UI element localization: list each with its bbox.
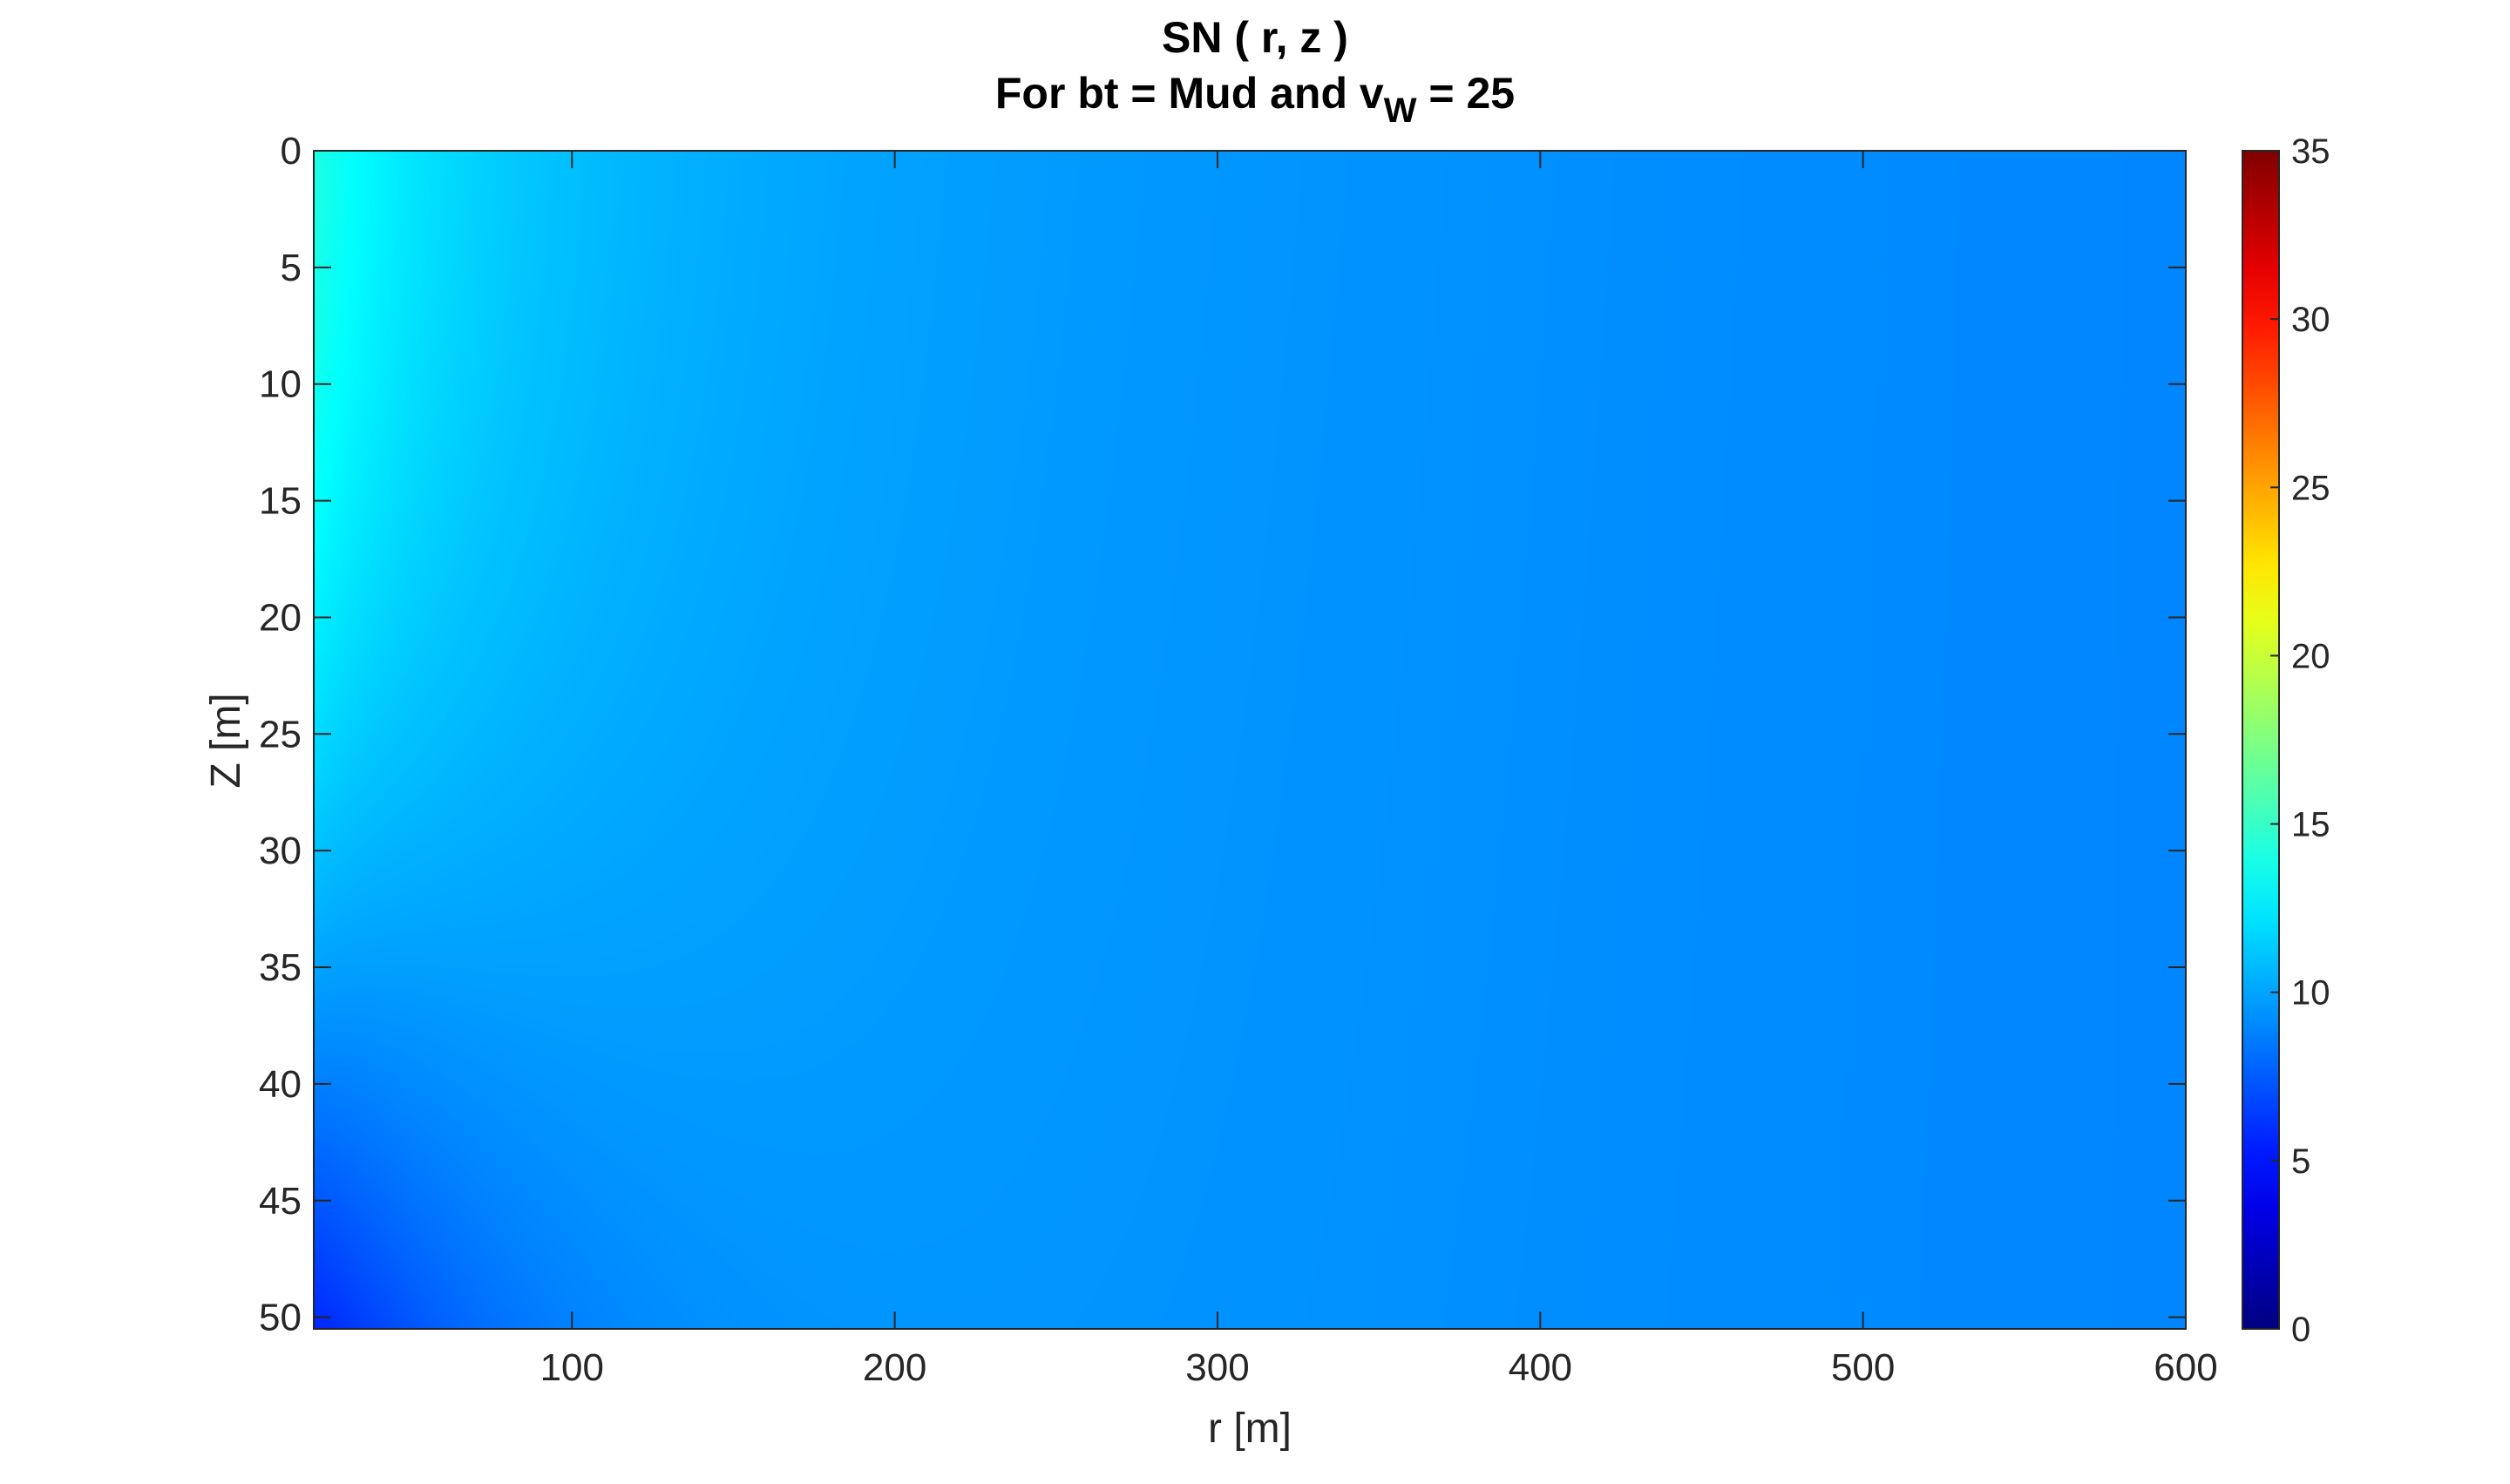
y-tick-label: 15 (259, 480, 302, 523)
heatmap-field (314, 151, 2186, 1329)
colorbar-tick-label: 35 (2291, 132, 2330, 171)
plot-frame (313, 150, 2187, 1330)
y-axis-label: Z [m] (203, 693, 249, 788)
y-tick-label: 30 (259, 830, 302, 872)
x-tick-label: 200 (863, 1346, 926, 1389)
x-tick-label: 100 (540, 1346, 604, 1389)
x-tick-label: 500 (1831, 1346, 1895, 1389)
y-tick-label: 0 (281, 130, 302, 173)
title-line2-subscript: W (1384, 91, 1417, 130)
y-tick-label: 40 (259, 1063, 302, 1106)
x-tick-label: 400 (1509, 1346, 1572, 1389)
colorbar-tick-label: 15 (2291, 806, 2330, 844)
colorbar-tick-label: 10 (2291, 974, 2330, 1013)
y-tick-label: 5 (281, 247, 302, 289)
y-tick-label: 25 (259, 713, 302, 756)
title-line2-tail: = 25 (1416, 69, 1515, 118)
colorbar-axis: 0 5 10 15 20 25 30 35 (2270, 132, 2330, 1349)
x-axis: 100 200 300 400 500 600 (540, 151, 2218, 1389)
chart-title-line2: For bt = Mud and vW = 25 (995, 69, 1515, 130)
y-tick-label: 35 (259, 946, 302, 989)
title-line2-main: For bt = Mud and v (995, 69, 1384, 118)
y-tick-label: 20 (259, 596, 302, 639)
colorbar-tick-label: 0 (2291, 1311, 2310, 1349)
colorbar (2242, 150, 2280, 1330)
colorbar-tick-label: 20 (2291, 637, 2330, 675)
y-tick-label: 50 (259, 1297, 302, 1339)
colorbar-tick-label: 30 (2291, 301, 2330, 339)
x-tick-label: 300 (1185, 1346, 1249, 1389)
y-axis: 0 5 10 15 20 25 30 35 40 45 50 (259, 130, 2186, 1339)
colorbar-tick-label: 5 (2291, 1142, 2310, 1181)
chart-title-line1: SN ( r, z ) (1162, 13, 1348, 62)
x-tick-label: 600 (2154, 1346, 2217, 1389)
x-axis-label: r [m] (1208, 1406, 1292, 1452)
y-tick-label: 10 (259, 363, 302, 406)
colorbar-tick-label: 25 (2291, 469, 2330, 507)
y-tick-label: 45 (259, 1180, 302, 1223)
